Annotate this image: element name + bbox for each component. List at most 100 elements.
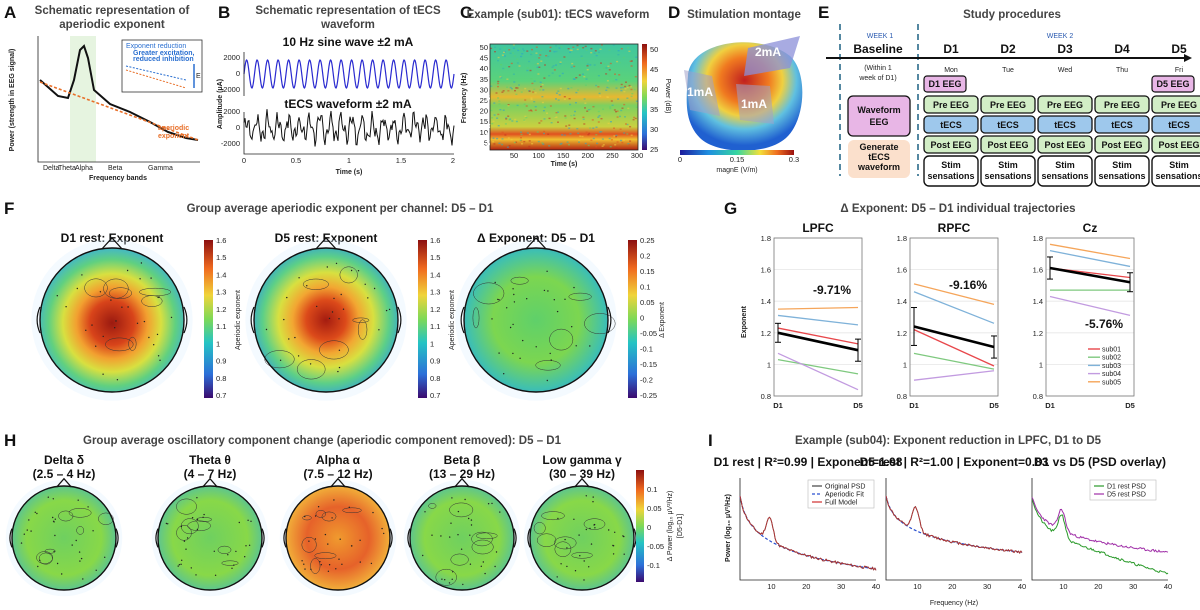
- rest-eeg-text: D1 EEG: [928, 79, 961, 89]
- g-ytick: 0.8: [897, 392, 907, 401]
- procedure-text: tECS: [1054, 120, 1076, 130]
- panel-c: C Example (sub01): tECS waveform Frequen…: [460, 3, 671, 168]
- d-colorbar: [680, 150, 794, 155]
- f-cbar-tick: 1.3: [216, 288, 226, 297]
- panel-f: F Group average aperiodic exponent per c…: [4, 199, 666, 401]
- stim-text-1: Stim: [998, 160, 1018, 170]
- f-cbar-tick: -0.25: [640, 391, 657, 400]
- stim-text-1: Stim: [1169, 160, 1189, 170]
- band-alpha: Alpha: [75, 165, 93, 172]
- f-colorbar: [628, 240, 637, 398]
- aperiodic-fit-line: [885, 496, 1023, 553]
- spectrogram-texture: [490, 44, 638, 149]
- series-line-sub01: [777, 327, 859, 345]
- panel-label-b: B: [218, 3, 230, 22]
- psd-legend-label: Aperiodic Fit: [825, 491, 864, 498]
- h-cbar-tick: 0: [647, 523, 651, 532]
- inset-box: [121, 39, 203, 93]
- inset-text-3: reduced inhibition: [133, 56, 194, 63]
- f-topomap: [455, 236, 617, 401]
- procedure-box: [923, 135, 979, 154]
- g-ytick: 0.8: [1033, 392, 1043, 401]
- g-ytick: 1.4: [761, 297, 771, 306]
- h-cbar-tick: 0.1: [647, 485, 657, 494]
- stim-box: [1151, 155, 1200, 187]
- stim-text-1: Stim: [1112, 160, 1132, 170]
- h-map-name: Beta β: [444, 453, 481, 467]
- procedure-box: [923, 115, 979, 134]
- g-annotation: -5.76%: [1085, 317, 1123, 331]
- g-chart-title: RPFC: [938, 221, 971, 235]
- panel-g-ylabel: Exponent: [741, 305, 748, 338]
- procedure-text: tECS: [1111, 120, 1133, 130]
- panel-b-title-line2: waveform: [320, 19, 375, 31]
- b-ytick-2: 0: [236, 69, 240, 78]
- series-line-sub04: [777, 352, 859, 391]
- sine-label: 10 Hz sine wave ±2 mA: [283, 35, 414, 49]
- panel-label-i: I: [708, 431, 713, 450]
- stim-text-1: Stim: [941, 160, 961, 170]
- g-ytick: 1: [1039, 360, 1043, 369]
- h-topomap: [279, 477, 397, 597]
- f-cbar-label: Δ Exponent: [659, 302, 666, 338]
- d1-psd-line: [1031, 497, 1169, 575]
- panel-label-d: D: [668, 3, 680, 22]
- panel-a-title-line2: aperiodic exponent: [59, 19, 165, 31]
- stim-text-2: sensations: [1098, 171, 1145, 181]
- week2-label: WEEK 2: [1047, 33, 1074, 40]
- panel-a-axes: [37, 36, 200, 163]
- i-xtick: 10: [767, 582, 775, 591]
- g-chart-cz: Cz-5.76%1.81.61.41.210.8D1 D5sub01sub02su…: [1033, 221, 1135, 410]
- g-annotation: -9.16%: [949, 278, 987, 292]
- panel-i: I Example (sub04): Exponent reduction in…: [708, 431, 1172, 607]
- f-cbar-tick: 1.6: [430, 236, 440, 245]
- procedure-box: [1151, 95, 1200, 114]
- h-map-range: (2.5 – 4 Hz): [33, 467, 96, 481]
- d-cbar-tick-2: 0.15: [730, 155, 745, 164]
- procedure-text: Pre EEG: [1047, 100, 1083, 110]
- panel-b: B Schematic representation of tECS wavef…: [217, 3, 455, 176]
- b-xtick-2: 0.5: [291, 156, 301, 165]
- day-column-d5: D5 Fri D5 EEG Pre EEG tECS Post EEG Stimsensat…: [1151, 42, 1200, 187]
- band-theta: Theta: [58, 165, 76, 172]
- rest-eeg-box: [923, 75, 967, 93]
- d-cbar-tick-1: 0: [678, 155, 682, 164]
- panel-a-xlabel: Frequency bands: [89, 175, 147, 182]
- g-chart-rpfc: RPFC -9.16% 1.8 1.6 1.4 1.2 1 0.8D1 D5: [897, 221, 999, 410]
- panel-label-e: E: [818, 3, 829, 22]
- g-xtick: D5: [989, 401, 999, 410]
- week1-label: WEEK 1: [867, 33, 894, 40]
- c-xtick: 200: [582, 151, 595, 160]
- i-xtick: 30: [1129, 582, 1137, 591]
- f-topomap: [31, 236, 193, 401]
- f-cbar-tick: 1.1: [430, 322, 440, 331]
- aperiodic-label-2: exponent: [158, 133, 190, 140]
- panel-b-axes: [243, 52, 454, 155]
- panel-c-xlabel: Time (s): [551, 161, 578, 168]
- full-model-line: [885, 495, 1023, 554]
- i-xtick: 30: [983, 582, 991, 591]
- stim-box: [980, 155, 1036, 187]
- f-cbar-tick: 1.5: [430, 253, 440, 262]
- series-line-sub04: [1049, 295, 1131, 317]
- panel-b-title-line1: Schematic representation of tECS: [255, 5, 441, 17]
- f-cbar-tick: 0.25: [640, 236, 655, 245]
- panel-g-title: Δ Exponent: D5 – D1 individual trajector…: [840, 203, 1075, 215]
- baseline-label: Baseline: [853, 42, 903, 56]
- panel-a: A Schematic representation of aperiodic …: [4, 3, 203, 182]
- mean-line: [777, 331, 859, 352]
- stim-text-2: sensations: [1155, 171, 1200, 181]
- f-cbar-tick: 1.6: [216, 236, 226, 245]
- h-map-range: (4 – 7 Hz): [184, 467, 237, 481]
- f-cbar-tick: 0.7: [216, 391, 226, 400]
- psd-subplot-title: D5 rest | R²=1.00 | Exponent=0.83: [860, 455, 1049, 469]
- electrode-2ma: [744, 36, 800, 76]
- stim-box: [1094, 155, 1150, 187]
- generate-3: waveform: [857, 162, 900, 172]
- day-label: D1: [943, 42, 959, 56]
- f-cbar-tick: -0.1: [640, 345, 653, 354]
- procedure-text: tECS: [997, 120, 1019, 130]
- series-line-sub04: [913, 370, 995, 381]
- procedure-box: [980, 95, 1036, 114]
